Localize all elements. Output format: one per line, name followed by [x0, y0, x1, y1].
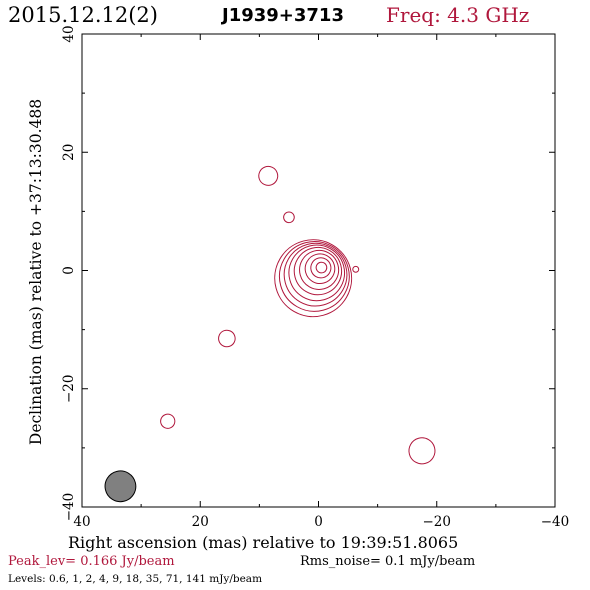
component-contour — [218, 329, 236, 348]
contour-levels: Levels: 0.6, 1, 2, 4, 9, 18, 35, 71, 141… — [8, 573, 263, 585]
plot-frame — [81, 33, 556, 508]
beam-ellipse — [104, 470, 137, 503]
component-contour — [283, 211, 295, 224]
x-tick-label: 0 — [314, 514, 323, 530]
core-contour — [283, 242, 348, 307]
y-tick-label: 40 — [61, 25, 77, 42]
observation-date: 2015.12.12(2) — [8, 3, 158, 27]
beam-layer — [104, 470, 137, 503]
y-tick-label: −40 — [61, 493, 77, 522]
component-contour — [352, 265, 360, 273]
x-axis-label: Right ascension (mas) relative to 19:39:… — [68, 533, 459, 552]
core-contour — [278, 241, 350, 312]
x-tick-label: 40 — [73, 514, 90, 530]
rms-noise: Rms_noise= 0.1 mJy/beam — [300, 554, 476, 569]
axis-ticks: 40 20 0 −20 −40 −40 −20 0 20 40 — [61, 25, 569, 530]
peak-level: Peak_lev= 0.166 Jy/beam — [8, 554, 175, 569]
core-contour — [288, 244, 346, 302]
component-contour — [408, 437, 436, 465]
y-tick-label: −20 — [61, 375, 77, 404]
y-axis-label: Declination (mas) relative to +37:13:30.… — [27, 99, 45, 445]
component-contour — [160, 413, 176, 429]
x-tick-label: 20 — [192, 514, 209, 530]
contour-layer — [160, 165, 436, 465]
core-contour — [310, 257, 332, 279]
plot-border — [81, 33, 556, 508]
source-name: J1939+3713 — [222, 5, 344, 26]
component-contour — [258, 165, 279, 186]
core-contour — [274, 239, 353, 318]
x-tick-label: −20 — [423, 514, 452, 530]
y-tick-label: 0 — [61, 266, 77, 275]
core-contour — [304, 253, 336, 285]
x-tick-label: −40 — [541, 514, 570, 530]
core-contour — [299, 249, 340, 290]
core-contour — [315, 261, 328, 274]
frequency-label: Freq: 4.3 GHz — [386, 3, 530, 27]
core-contour — [293, 246, 343, 296]
y-tick-label: 20 — [61, 144, 77, 161]
